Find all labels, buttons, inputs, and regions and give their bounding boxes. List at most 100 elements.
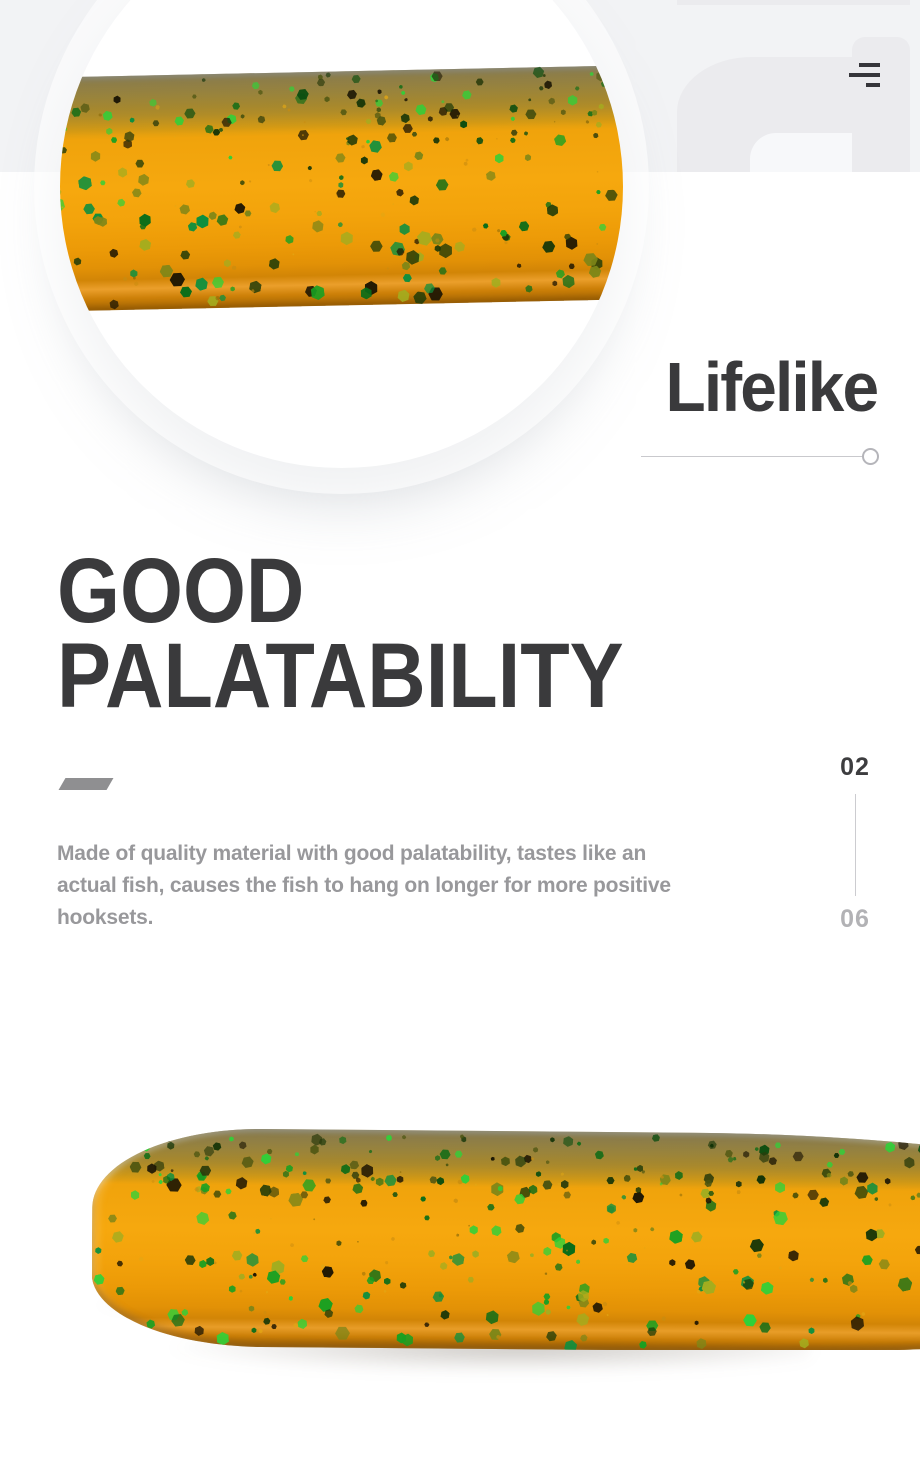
glitter-flake bbox=[620, 1194, 627, 1201]
glitter-flake bbox=[694, 1320, 698, 1325]
glitter-flake bbox=[300, 1176, 317, 1194]
glitter-flake bbox=[257, 89, 263, 95]
glitter-flake bbox=[757, 1253, 762, 1258]
glitter-flake bbox=[340, 108, 348, 116]
glitter-flake bbox=[426, 115, 433, 122]
glitter-flake bbox=[244, 1251, 262, 1268]
glitter-flake bbox=[219, 293, 228, 302]
glitter-flake bbox=[454, 1149, 464, 1159]
glitter-flake bbox=[453, 1198, 459, 1204]
glitter-flake bbox=[361, 1272, 366, 1277]
glitter-flake bbox=[368, 139, 383, 153]
glitter-flake bbox=[191, 93, 197, 99]
glitter-flake bbox=[559, 1179, 570, 1190]
glitter-flake bbox=[509, 103, 519, 113]
glitter-flake bbox=[853, 1183, 869, 1200]
lure-macro-photo bbox=[60, 63, 623, 313]
slash-accent bbox=[58, 778, 114, 790]
glitter-flake bbox=[145, 1329, 149, 1333]
glitter-flake bbox=[179, 285, 193, 300]
glitter-flake bbox=[916, 1192, 920, 1199]
glitter-flake bbox=[621, 116, 623, 123]
glitter-flake bbox=[382, 1172, 398, 1188]
glitter-flake bbox=[404, 98, 409, 103]
glitter-flake bbox=[308, 1143, 320, 1155]
glitter-flake bbox=[509, 128, 518, 137]
glitter-flake bbox=[174, 204, 177, 207]
glitter-flake bbox=[555, 1263, 564, 1271]
glitter-flake bbox=[145, 1318, 157, 1330]
glitter-flake bbox=[576, 1141, 582, 1147]
glitter-flake bbox=[542, 1180, 553, 1190]
glitter-flake bbox=[257, 1328, 263, 1334]
glitter-flake bbox=[501, 1156, 510, 1166]
glitter-flake bbox=[510, 116, 515, 121]
glitter-flake bbox=[171, 1169, 174, 1172]
glitter-flake bbox=[504, 241, 508, 245]
glitter-flake bbox=[668, 1229, 683, 1245]
glitter-flake bbox=[313, 1218, 316, 1221]
glitter-flake bbox=[543, 79, 553, 89]
glitter-flake bbox=[404, 162, 413, 172]
glitter-flake bbox=[438, 265, 448, 276]
glitter-flake bbox=[617, 287, 620, 290]
glitter-flake bbox=[452, 1252, 466, 1267]
glitter-flake bbox=[855, 1170, 870, 1185]
glitter-flake bbox=[516, 263, 522, 269]
glitter-flake bbox=[412, 289, 428, 306]
glitter-flake bbox=[531, 65, 547, 81]
glitter-flake bbox=[595, 189, 601, 195]
glitter-flake bbox=[401, 272, 413, 284]
glitter-flake bbox=[590, 1239, 597, 1246]
glitter-flake bbox=[239, 1289, 243, 1293]
glitter-flake bbox=[227, 155, 232, 160]
glitter-flake bbox=[116, 166, 129, 179]
glitter-flake bbox=[249, 279, 262, 293]
glitter-flake bbox=[383, 95, 389, 101]
glitter-flake bbox=[414, 104, 427, 116]
glitter-flake bbox=[165, 1140, 176, 1150]
glitter-flake bbox=[758, 1320, 772, 1335]
glitter-flake bbox=[139, 238, 152, 252]
glitter-flake bbox=[116, 197, 127, 208]
glitter-flake bbox=[433, 1154, 441, 1162]
glitter-flake bbox=[262, 1316, 272, 1326]
glitter-flake bbox=[214, 212, 230, 228]
glitter-flake bbox=[493, 152, 506, 164]
glitter-flake bbox=[612, 98, 616, 103]
glitter-flake bbox=[596, 171, 598, 173]
glitter-flake bbox=[408, 193, 421, 206]
glitter-flake bbox=[377, 89, 382, 95]
glitter-flake bbox=[231, 1250, 242, 1260]
glitter-flake bbox=[638, 1340, 647, 1349]
glitter-flake bbox=[93, 1274, 106, 1286]
glitter-flake bbox=[809, 1277, 815, 1283]
glitter-flake bbox=[307, 165, 313, 171]
glitter-flake bbox=[388, 239, 408, 259]
glitter-flake bbox=[231, 101, 241, 111]
menu-icon[interactable] bbox=[849, 63, 880, 87]
glitter-flake bbox=[486, 1203, 495, 1212]
glitter-flake bbox=[616, 1220, 621, 1225]
glitter-flake bbox=[563, 1135, 574, 1147]
glitter-flake bbox=[563, 233, 571, 240]
paragraph-line: Made of quality material with good palat… bbox=[57, 842, 647, 865]
glitter-flake bbox=[622, 273, 623, 281]
glitter-flake bbox=[524, 154, 531, 162]
glitter-flake bbox=[114, 1320, 122, 1328]
glitter-flake bbox=[108, 298, 121, 311]
glitter-flake bbox=[736, 1181, 742, 1188]
glitter-flake bbox=[585, 120, 590, 125]
glitter-flake bbox=[192, 1150, 201, 1159]
glitter-flake bbox=[336, 189, 346, 198]
glitter-flake bbox=[514, 1223, 525, 1235]
glitter-flake bbox=[388, 171, 400, 182]
glitter-flake bbox=[380, 211, 386, 217]
divider-line bbox=[641, 455, 863, 458]
glitter-flake bbox=[325, 1178, 331, 1183]
glitter-flake bbox=[271, 1323, 278, 1330]
glitter-flake bbox=[345, 88, 358, 101]
glitter-flake bbox=[568, 95, 578, 106]
glitter-flake bbox=[706, 1139, 718, 1151]
